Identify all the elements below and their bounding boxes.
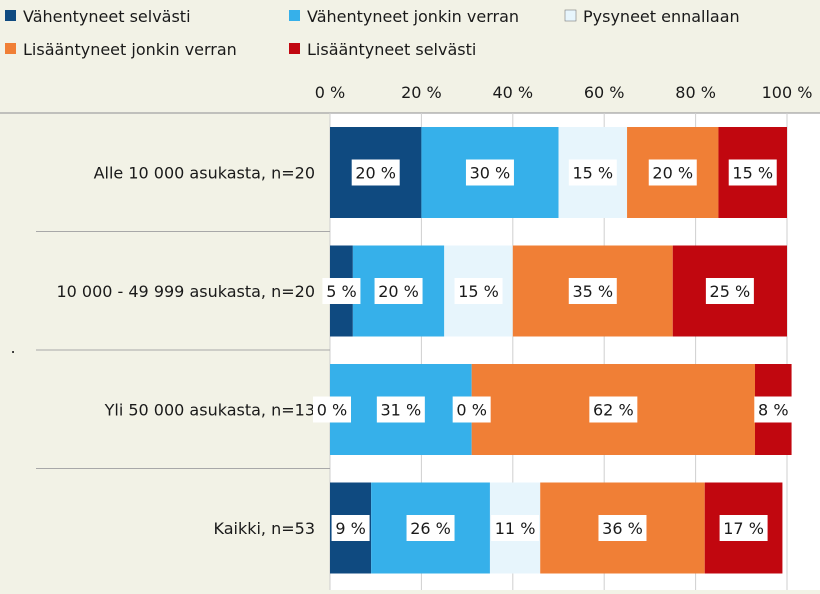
- data-label-bg: [452, 396, 491, 423]
- legend-label-lis-ntyneet-jonkin-verran: Lisääntyneet jonkin verran: [23, 40, 237, 59]
- data-label: 26 %: [410, 519, 451, 538]
- legend-label-v-hentyneet-selv-sti: Vähentyneet selvästi: [23, 7, 191, 26]
- data-label: 62 %: [593, 401, 634, 420]
- x-tick-label: 60 %: [584, 83, 625, 102]
- data-label: 8 %: [758, 401, 788, 420]
- data-label: 20 %: [355, 164, 396, 183]
- legend-swatch-pysyneet-ennallaan: [564, 9, 577, 22]
- x-tick-label: 40 %: [492, 83, 533, 102]
- data-label-bg: [648, 159, 697, 186]
- data-label: 31 %: [381, 401, 422, 420]
- data-label: 20 %: [378, 282, 419, 301]
- legend-swatch-v-hentyneet-jonkin-verran: [289, 10, 300, 21]
- data-label-bg: [719, 515, 768, 541]
- data-label: 5 %: [326, 282, 356, 301]
- data-label: 35 %: [572, 282, 613, 301]
- legend-swatch-lis-ntyneet-selv-sti: [289, 43, 300, 54]
- legend-label-pysyneet-ennallaan: Pysyneet ennallaan: [583, 7, 740, 26]
- data-label-bg: [313, 396, 351, 423]
- data-label-bg: [406, 515, 455, 541]
- data-label: 25 %: [710, 282, 751, 301]
- data-label-bg: [454, 278, 503, 304]
- category-label: Kaikki, n=53: [213, 519, 315, 538]
- legend-label-v-hentyneet-jonkin-verran: Vähentyneet jonkin verran: [307, 7, 519, 26]
- legend-label-lis-ntyneet-selv-sti: Lisääntyneet selvästi: [307, 40, 476, 59]
- data-label-bg: [322, 278, 361, 304]
- data-label-bg: [728, 159, 777, 186]
- data-label: 0 %: [456, 401, 486, 420]
- data-label-bg: [376, 396, 425, 423]
- data-label: 20 %: [652, 164, 693, 183]
- data-label: 0 %: [317, 401, 347, 420]
- data-label: 15 %: [458, 282, 499, 301]
- category-label: 10 000 - 49 999 asukasta, n=20: [56, 282, 315, 301]
- category-label: Alle 10 000 asukasta, n=20: [94, 164, 315, 183]
- stray-mark: .: [10, 338, 15, 357]
- data-label-bg: [351, 159, 400, 186]
- legend-swatch-v-hentyneet-selv-sti: [5, 10, 16, 21]
- legend-swatch-lis-ntyneet-jonkin-verran: [5, 43, 16, 54]
- x-tick-label: 20 %: [401, 83, 442, 102]
- data-label-bg: [589, 396, 638, 423]
- data-label-bg: [705, 278, 754, 304]
- data-label-bg: [568, 159, 617, 186]
- data-label-bg: [491, 515, 540, 541]
- data-label-bg: [331, 515, 370, 541]
- x-tick-label: 0 %: [315, 83, 345, 102]
- data-label-bg: [374, 278, 423, 304]
- data-label-bg: [568, 278, 617, 304]
- x-tick-label: 100 %: [762, 83, 813, 102]
- data-label: 11 %: [495, 519, 536, 538]
- data-label: 9 %: [335, 519, 365, 538]
- data-label-bg: [598, 515, 647, 541]
- x-tick-label: 80 %: [675, 83, 716, 102]
- data-label: 15 %: [572, 164, 613, 183]
- data-label-bg: [754, 396, 793, 423]
- category-label: Yli 50 000 asukasta, n=13: [104, 401, 315, 420]
- data-label: 15 %: [732, 164, 773, 183]
- data-label-bg: [465, 159, 514, 186]
- data-label: 36 %: [602, 519, 643, 538]
- data-label: 30 %: [470, 164, 511, 183]
- data-label: 17 %: [723, 519, 764, 538]
